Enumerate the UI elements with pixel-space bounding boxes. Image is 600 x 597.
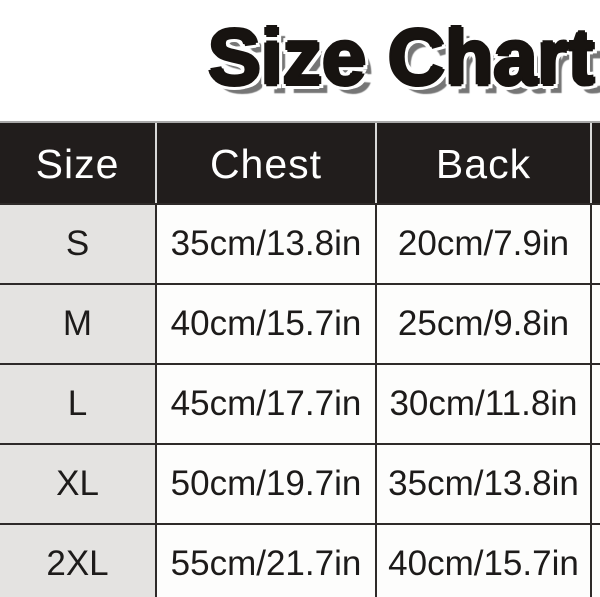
chest-value: 40cm/15.7in (155, 283, 375, 363)
col-header-chest: Chest (155, 123, 375, 205)
size-label: M (0, 283, 155, 363)
page-title: Size Chart (208, 12, 595, 101)
col-header-size: Size (0, 123, 155, 205)
size-label: S (0, 203, 155, 283)
cutoff-column-cell (590, 523, 600, 597)
col-header-back: Back (375, 123, 590, 205)
size-label: L (0, 363, 155, 443)
cutoff-column-cell (590, 203, 600, 283)
size-label: 2XL (0, 523, 155, 597)
col-header-cutoff (590, 123, 600, 205)
cutoff-column-cell (590, 363, 600, 443)
size-table: Size Chest Back S 35cm/13.8in 20cm/7.9in… (0, 121, 600, 597)
chest-value: 45cm/17.7in (155, 363, 375, 443)
cutoff-column-cell (590, 443, 600, 523)
back-value: 35cm/13.8in (375, 443, 590, 523)
size-label: XL (0, 443, 155, 523)
back-value: 40cm/15.7in (375, 523, 590, 597)
chest-value: 50cm/19.7in (155, 443, 375, 523)
chest-value: 55cm/21.7in (155, 523, 375, 597)
back-value: 20cm/7.9in (375, 203, 590, 283)
back-value: 30cm/11.8in (375, 363, 590, 443)
chest-value: 35cm/13.8in (155, 203, 375, 283)
back-value: 25cm/9.8in (375, 283, 590, 363)
cutoff-column-cell (590, 283, 600, 363)
